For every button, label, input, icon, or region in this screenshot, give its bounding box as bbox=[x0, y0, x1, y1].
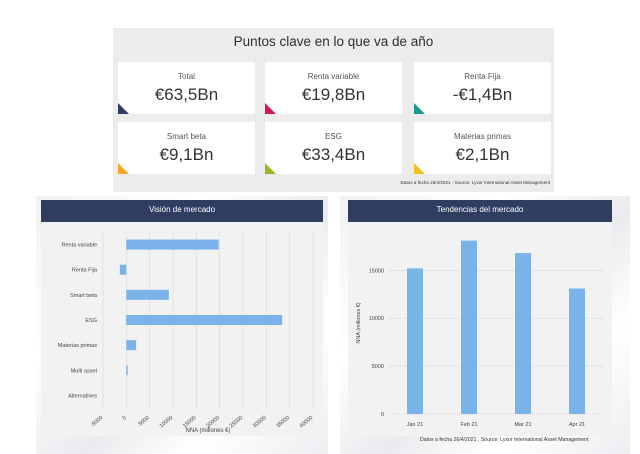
x-tick-label: 25000 bbox=[229, 415, 245, 429]
kpi-value: €2,1Bn bbox=[455, 145, 510, 164]
bar bbox=[515, 253, 531, 414]
kpi-card-renta-variable: Renta variable €19,8Bn bbox=[265, 62, 402, 114]
x-tick-label: 35000 bbox=[275, 415, 291, 429]
charts-source-note: Datos a fecha 26/4/2021 , Source: Lyxor … bbox=[420, 437, 589, 443]
bar bbox=[461, 240, 477, 414]
kpi-value: €9,1Bn bbox=[159, 145, 214, 164]
category-label: Feb 21 bbox=[460, 422, 477, 428]
market-view-chart: -5000 0 5000 10000 15000 20000 25000 30000 35000… bbox=[58, 232, 315, 434]
kpi-corner-marker bbox=[118, 103, 129, 114]
bar bbox=[126, 289, 169, 300]
kpi-corner-marker bbox=[414, 103, 425, 114]
y-tick-label: 0 bbox=[381, 412, 384, 418]
market-trends-panel: Tendencias del mercado 0 5000 10000 15000 Ja… bbox=[348, 200, 612, 436]
kpi-label: Smart beta bbox=[166, 132, 207, 141]
category-label: Renta variable bbox=[62, 243, 97, 249]
bar bbox=[126, 340, 137, 351]
kpi-card-renta-fija: Renta Fija -€1,4Bn bbox=[414, 62, 551, 114]
market-view-title: Visión de mercado bbox=[41, 200, 323, 222]
kpi-corner-marker bbox=[265, 103, 276, 114]
kpi-corner-marker bbox=[118, 163, 129, 174]
category-label: Alternatives bbox=[68, 393, 97, 399]
category-label: Jan 21 bbox=[407, 422, 424, 428]
kpi-corner-marker bbox=[265, 163, 276, 174]
market-view-panel: Visión de mercado -5000 0 5000 10000 15000 20… bbox=[41, 200, 323, 436]
x-axis-label: NNA (millones €) bbox=[185, 428, 230, 434]
category-label: Materias primas bbox=[58, 343, 97, 349]
bar bbox=[126, 365, 128, 376]
y-axis-label: NNA (millones €) bbox=[356, 302, 362, 343]
bar bbox=[126, 239, 219, 250]
bar bbox=[126, 315, 283, 325]
summary-source-note: Datos a fecha 26/4/2021 - Source: Lyxor … bbox=[400, 180, 550, 185]
kpi-label: ESG bbox=[325, 132, 342, 141]
y-tick-label: 10000 bbox=[369, 316, 384, 322]
x-tick-label: -5000 bbox=[90, 415, 105, 429]
market-trends-title: Tendencias del mercado bbox=[348, 200, 612, 222]
x-tick-label: 30000 bbox=[252, 415, 268, 429]
y-tick-label: 5000 bbox=[372, 364, 384, 370]
kpi-label: Total bbox=[178, 72, 195, 81]
kpi-value: €19,8Bn bbox=[301, 85, 366, 104]
category-label: Apr 21 bbox=[569, 422, 585, 428]
market-trends-chart: 0 5000 10000 15000 Jan 21 Feb 21 Mar 21 Apr 21 N… bbox=[356, 240, 604, 428]
category-label: Smart beta bbox=[70, 293, 98, 299]
kpi-card-materias-primas: Materias primas €2,1Bn bbox=[414, 122, 551, 174]
kpi-label: Renta variable bbox=[307, 72, 360, 81]
kpi-card-esg: ESG €33,4Bn bbox=[265, 122, 402, 174]
kpi-label: Materias primas bbox=[454, 132, 511, 141]
category-label: ESG bbox=[85, 318, 97, 324]
summary-title: Puntos clave en lo que va de año bbox=[233, 34, 434, 49]
category-label: Renta Fija bbox=[72, 268, 98, 274]
kpi-value: -€1,4Bn bbox=[452, 85, 513, 104]
kpi-value: €63,5Bn bbox=[154, 85, 219, 104]
y-tick-label: 15000 bbox=[369, 268, 384, 274]
bar bbox=[569, 288, 585, 414]
kpi-card-total: Total €63,5Bn bbox=[118, 62, 255, 114]
category-label: Mar 21 bbox=[514, 422, 531, 428]
kpi-card-smart-beta: Smart beta €9,1Bn bbox=[118, 122, 255, 174]
bar bbox=[407, 268, 423, 414]
x-tick-label: 10000 bbox=[159, 415, 175, 429]
bar bbox=[119, 264, 127, 275]
kpi-corner-marker bbox=[414, 163, 425, 174]
x-tick-label: 40000 bbox=[299, 415, 315, 429]
x-tick-label: 5000 bbox=[138, 415, 151, 427]
summary-panel: Puntos clave en lo que va de año Total €… bbox=[113, 28, 554, 192]
kpi-label: Renta Fija bbox=[464, 72, 501, 81]
x-tick-label: 0 bbox=[121, 415, 127, 422]
kpi-value: €33,4Bn bbox=[301, 145, 366, 164]
category-label: Multi asset bbox=[71, 368, 98, 374]
